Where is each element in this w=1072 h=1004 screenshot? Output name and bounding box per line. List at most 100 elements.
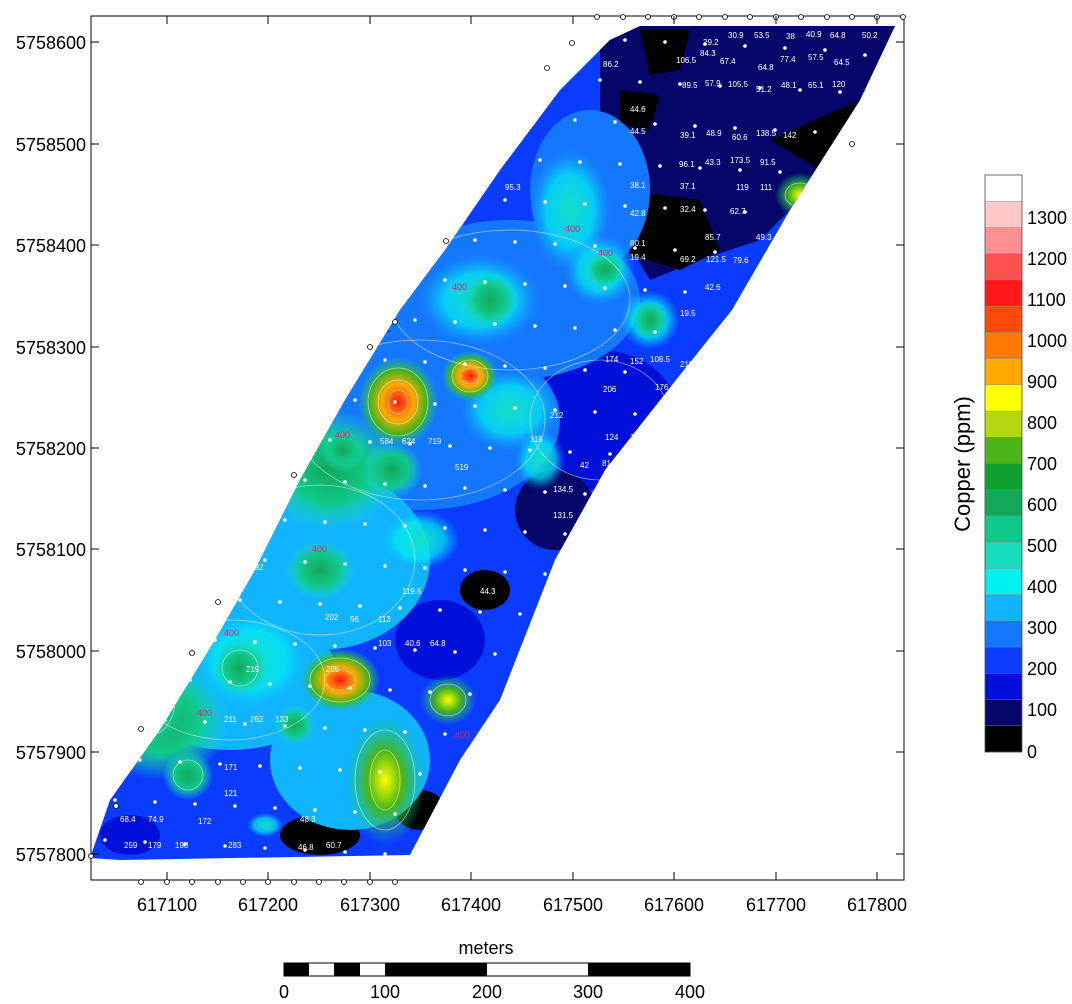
- legend-frame: [984, 174, 1023, 753]
- sample-value: 124: [605, 433, 619, 442]
- contour-label: 400: [598, 248, 613, 258]
- sample-value: 51.2: [756, 85, 772, 94]
- legend-swatch: [984, 332, 1023, 360]
- legend-swatch: [984, 201, 1023, 228]
- sample-value: 206: [603, 385, 617, 394]
- sample-value: 46.8: [298, 843, 314, 852]
- sample-value: 65.1: [808, 81, 824, 90]
- axis-ticks: [91, 16, 904, 880]
- sample-value: 173.5: [730, 156, 751, 165]
- sample-value: 42: [580, 461, 589, 470]
- contour-label: 400: [312, 544, 327, 554]
- contour-label: 400: [335, 430, 350, 440]
- legend-swatch: [984, 699, 1023, 727]
- sample-value: 48.9: [706, 129, 722, 138]
- scale-bar-label: 0: [279, 982, 289, 1002]
- sample-value: 119: [736, 183, 749, 192]
- sample-value: 105.5: [728, 80, 749, 89]
- sample-value: 202: [325, 613, 339, 622]
- sample-value: 111.5: [578, 537, 597, 546]
- legend-title: Copper (ppm): [950, 396, 975, 532]
- legend-swatches: [984, 174, 1023, 753]
- sample-value: 39.1: [680, 131, 696, 140]
- x-tick-label: 617700: [746, 895, 806, 915]
- sample-value: 53.5: [754, 31, 770, 40]
- sample-value: 38.1: [630, 181, 646, 190]
- sample-value: 192: [250, 563, 264, 572]
- scale-bar: meters 0 100 200 300 400: [279, 938, 705, 1002]
- sample-value: 134.5: [553, 485, 574, 494]
- legend-label: 1000: [1027, 331, 1067, 351]
- legend-swatch: [984, 174, 1023, 202]
- y-tick-label: 5757800: [16, 845, 86, 865]
- sample-value: 19.4: [630, 253, 646, 262]
- legend-swatch: [984, 568, 1023, 596]
- sample-value: 108.5: [650, 355, 671, 364]
- legend-label: 1200: [1027, 249, 1067, 269]
- legend-label: 400: [1027, 577, 1057, 597]
- scale-bar-label: 100: [370, 982, 400, 1002]
- sample-value: 138.5: [756, 129, 777, 138]
- sample-value: 64.8: [430, 639, 446, 648]
- sample-value: 584: [380, 437, 394, 446]
- sample-value: 30.9: [728, 31, 744, 40]
- y-tick-label: 5758200: [16, 439, 86, 459]
- contour-label: 400: [565, 224, 580, 234]
- sample-value: 111: [760, 183, 773, 192]
- sample-value: 19.5: [680, 309, 696, 318]
- sample-value: 64.8: [758, 63, 774, 72]
- legend-swatch: [984, 725, 1023, 753]
- sample-value: 131.5: [553, 511, 574, 520]
- sample-value: 106.5: [676, 56, 697, 65]
- scale-bar-label: 200: [472, 982, 502, 1002]
- sample-value: 103: [378, 639, 392, 648]
- y-tick-label: 5757900: [16, 743, 86, 763]
- legend-swatch: [984, 646, 1023, 674]
- sample-value: 62.7: [730, 207, 746, 216]
- legend-label: 1300: [1027, 208, 1067, 228]
- sample-value: 96.1: [679, 160, 695, 169]
- sample-value: 50.2: [862, 31, 878, 40]
- sample-value: 44.5: [630, 127, 646, 136]
- y-tick-label: 5758300: [16, 338, 86, 358]
- sample-value: 85.7: [705, 233, 721, 242]
- sample-value: 142: [783, 131, 797, 140]
- sample-value: 43.3: [705, 158, 721, 167]
- legend-swatch: [984, 437, 1023, 464]
- y-tick-label: 5758500: [16, 135, 86, 155]
- scale-bar-label: 300: [573, 982, 603, 1002]
- x-tick-label: 617600: [644, 895, 704, 915]
- sample-value: 74.9: [148, 815, 164, 824]
- sample-value: 211: [224, 715, 237, 724]
- sample-value: 60.6: [732, 133, 748, 142]
- sample-value: 67.4: [720, 57, 736, 66]
- x-tick-label: 617500: [543, 895, 603, 915]
- boundary-stations: [88, 14, 906, 885]
- sample-value: 40.9: [806, 30, 822, 39]
- legend-label: 300: [1027, 618, 1057, 638]
- color-legend: 1300 1200 1100 1000 900 800 700 600 500 …: [950, 174, 1067, 762]
- sample-value: 179: [148, 841, 162, 850]
- x-axis-labels: 617100 617200 617300 617400 617500 61760…: [137, 895, 907, 915]
- legend-swatch: [984, 410, 1023, 438]
- sample-value: 602: [150, 689, 164, 698]
- sample-value: 44.3: [480, 587, 496, 596]
- sample-value: 519: [455, 463, 469, 472]
- sample-value: 212: [550, 411, 564, 420]
- legend-swatch: [984, 489, 1023, 517]
- sample-value: 118: [530, 435, 543, 444]
- sample-value: 95.3: [505, 183, 521, 192]
- sample-value: 121.5: [706, 255, 727, 264]
- sample-value: 198: [175, 841, 189, 850]
- sample-value: 171: [224, 763, 238, 772]
- sample-value: 48.1: [781, 81, 797, 90]
- sample-value: 42.8: [630, 209, 646, 218]
- sample-value: 48.3: [300, 815, 316, 824]
- sample-value: 42.6: [705, 283, 721, 292]
- contour-label: 400: [197, 708, 212, 718]
- legend-swatch: [984, 227, 1023, 255]
- sample-value: 44.6: [630, 105, 646, 114]
- legend-swatch: [984, 594, 1023, 622]
- sample-points: [103, 38, 867, 856]
